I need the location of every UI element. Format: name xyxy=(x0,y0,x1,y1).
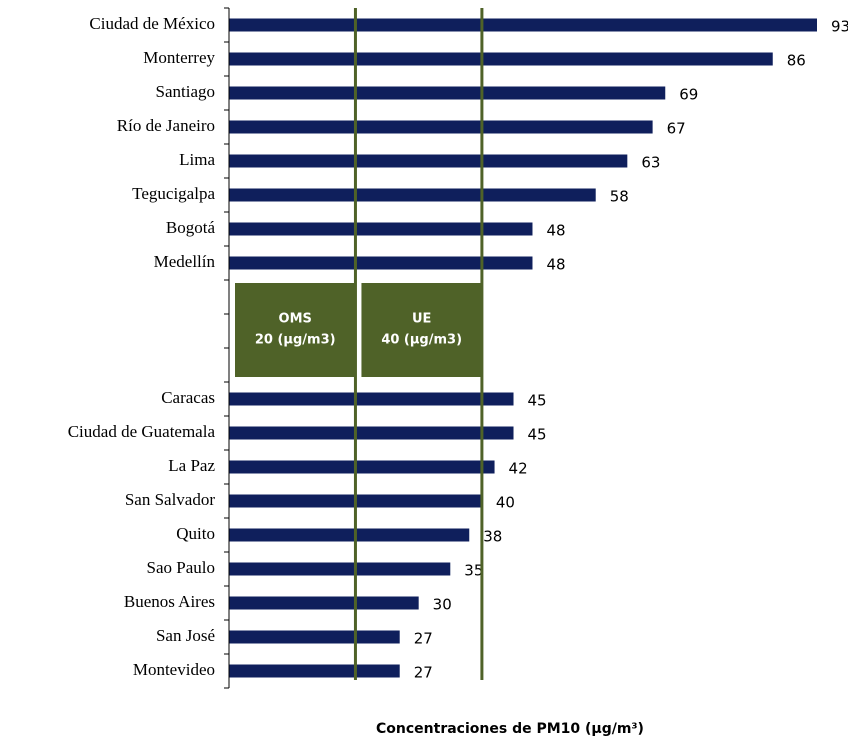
reference-label: 20 (µg/m3) xyxy=(255,333,336,348)
value-label: 38 xyxy=(483,528,502,546)
value-label: 40 xyxy=(496,494,515,512)
bar xyxy=(229,460,495,474)
value-label: 63 xyxy=(641,154,660,172)
value-label: 35 xyxy=(464,562,483,580)
y-tick-label: Ciudad de México xyxy=(89,14,215,33)
y-tick-label: Sao Paulo xyxy=(147,558,215,577)
value-label: 86 xyxy=(787,52,806,70)
bar xyxy=(229,188,596,202)
reference-box xyxy=(235,283,356,377)
value-label: 42 xyxy=(509,460,528,478)
value-label: 45 xyxy=(528,426,547,444)
bar xyxy=(229,120,653,134)
y-tick-label: Caracas xyxy=(161,388,215,407)
reference-label: 40 (µg/m3) xyxy=(381,333,462,348)
y-tick-label: San José xyxy=(156,626,215,645)
bar xyxy=(229,392,514,406)
bar xyxy=(229,426,514,440)
value-label: 58 xyxy=(610,188,629,206)
y-tick-label: Montevideo xyxy=(133,660,215,679)
bar xyxy=(229,528,470,542)
reference-name: UE xyxy=(412,312,431,327)
bar xyxy=(229,630,400,644)
y-tick-label: Santiago xyxy=(156,82,216,101)
y-tick-label: Ciudad de Guatemala xyxy=(68,422,216,441)
value-label: 48 xyxy=(546,256,565,274)
bar xyxy=(229,86,666,100)
bar xyxy=(229,562,451,576)
value-label: 93 xyxy=(831,18,848,36)
y-tick-label: San Salvador xyxy=(125,490,216,509)
y-tick-label: Lima xyxy=(179,150,215,169)
value-label: 27 xyxy=(414,630,433,648)
bar xyxy=(229,664,400,678)
value-label: 30 xyxy=(433,596,452,614)
value-label: 45 xyxy=(528,392,547,410)
reference-name: OMS xyxy=(279,312,312,327)
value-label: 48 xyxy=(546,222,565,240)
y-tick-label: Buenos Aires xyxy=(124,592,215,611)
y-tick-label: La Paz xyxy=(168,456,215,475)
y-tick-label: Río de Janeiro xyxy=(117,116,215,135)
x-axis-label: Concentraciones de PM10 (µg/m³) xyxy=(376,721,644,737)
reference-box xyxy=(361,283,482,377)
bar xyxy=(229,596,419,610)
bar xyxy=(229,222,533,236)
y-tick-label: Medellín xyxy=(154,252,216,271)
bar xyxy=(229,52,773,66)
value-label: 27 xyxy=(414,664,433,682)
value-label: 67 xyxy=(667,120,686,138)
y-tick-label: Bogotá xyxy=(166,218,216,237)
bar xyxy=(229,154,628,168)
y-tick-label: Quito xyxy=(176,524,215,543)
y-tick-label: Tegucigalpa xyxy=(132,184,215,203)
value-label: 69 xyxy=(679,86,698,104)
y-tick-label: Monterrey xyxy=(143,48,215,67)
bar xyxy=(229,256,533,270)
bar xyxy=(229,18,817,32)
